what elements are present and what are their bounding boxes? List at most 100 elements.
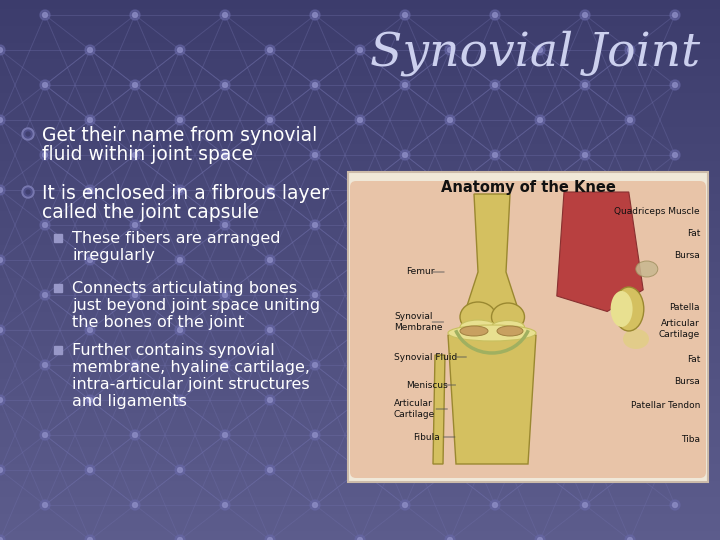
Bar xyxy=(0,22,720,23)
Circle shape xyxy=(132,293,138,298)
Bar xyxy=(0,135,720,136)
Bar xyxy=(0,480,720,481)
Circle shape xyxy=(40,80,50,90)
Bar xyxy=(0,60,720,61)
Bar xyxy=(0,173,720,174)
Bar xyxy=(0,483,720,484)
Bar xyxy=(0,400,720,401)
Circle shape xyxy=(175,115,185,125)
Text: and ligaments: and ligaments xyxy=(72,394,187,409)
Bar xyxy=(0,393,720,394)
Bar xyxy=(0,49,720,50)
Text: membrane, hyaline cartilage,: membrane, hyaline cartilage, xyxy=(72,360,310,375)
Bar xyxy=(0,58,720,59)
Circle shape xyxy=(355,465,365,475)
Bar xyxy=(0,505,720,506)
Bar xyxy=(0,301,720,302)
Bar xyxy=(0,193,720,194)
Bar xyxy=(0,395,720,396)
Circle shape xyxy=(268,187,272,192)
Circle shape xyxy=(130,360,140,370)
Circle shape xyxy=(490,220,500,230)
Circle shape xyxy=(538,327,542,333)
Bar xyxy=(0,186,720,187)
Bar xyxy=(0,502,720,503)
Circle shape xyxy=(175,535,185,540)
Bar xyxy=(0,481,720,482)
Circle shape xyxy=(358,258,362,262)
Bar xyxy=(0,401,720,402)
Bar xyxy=(0,177,720,178)
Circle shape xyxy=(175,185,185,195)
Bar xyxy=(0,386,720,387)
Circle shape xyxy=(402,433,408,437)
Bar xyxy=(0,152,720,153)
Bar xyxy=(0,40,720,41)
Circle shape xyxy=(130,500,140,510)
Circle shape xyxy=(355,395,365,405)
Circle shape xyxy=(402,293,408,298)
Bar xyxy=(0,201,720,202)
Circle shape xyxy=(26,132,30,136)
Circle shape xyxy=(628,397,632,402)
Bar xyxy=(0,493,720,494)
Bar xyxy=(0,287,720,288)
Bar xyxy=(0,174,720,175)
Bar xyxy=(0,417,720,418)
Circle shape xyxy=(220,80,230,90)
Circle shape xyxy=(670,500,680,510)
Ellipse shape xyxy=(492,303,524,331)
Bar xyxy=(0,399,720,400)
Text: Synovial Joint: Synovial Joint xyxy=(370,30,700,76)
Text: Femur: Femur xyxy=(406,267,434,276)
Circle shape xyxy=(355,535,365,540)
Circle shape xyxy=(538,468,542,472)
Bar xyxy=(0,315,720,316)
Bar xyxy=(0,203,720,204)
Bar xyxy=(0,75,720,76)
Bar xyxy=(0,64,720,65)
Bar xyxy=(0,310,720,311)
Circle shape xyxy=(88,468,92,472)
Bar xyxy=(0,503,720,504)
Bar xyxy=(0,11,720,12)
Circle shape xyxy=(538,258,542,262)
Bar xyxy=(0,167,720,168)
Bar xyxy=(0,122,720,123)
Bar xyxy=(0,457,720,458)
Text: Synovial Fluid: Synovial Fluid xyxy=(394,353,457,361)
Circle shape xyxy=(130,150,140,160)
Bar xyxy=(0,50,720,51)
Bar xyxy=(0,418,720,419)
Bar xyxy=(0,115,720,116)
Text: It is enclosed in a fibrous layer: It is enclosed in a fibrous layer xyxy=(42,184,329,203)
Text: irregularly: irregularly xyxy=(72,248,155,263)
Circle shape xyxy=(265,465,275,475)
Bar xyxy=(0,338,720,339)
Bar xyxy=(0,319,720,320)
Bar xyxy=(0,165,720,166)
Circle shape xyxy=(265,45,275,55)
Bar xyxy=(0,219,720,220)
Circle shape xyxy=(670,360,680,370)
Bar xyxy=(0,0,720,1)
Bar xyxy=(0,32,720,33)
Bar xyxy=(0,404,720,405)
Bar xyxy=(0,238,720,239)
Bar xyxy=(0,449,720,450)
Bar xyxy=(0,372,720,373)
Bar xyxy=(0,93,720,94)
Circle shape xyxy=(625,255,635,265)
Bar xyxy=(0,36,720,37)
Circle shape xyxy=(580,150,590,160)
Bar xyxy=(0,59,720,60)
Circle shape xyxy=(268,468,272,472)
Bar xyxy=(0,224,720,225)
Circle shape xyxy=(672,433,678,437)
Bar xyxy=(0,403,720,404)
Bar xyxy=(0,278,720,279)
Bar xyxy=(0,482,720,483)
Bar xyxy=(0,340,720,341)
Bar xyxy=(0,38,720,39)
Bar xyxy=(0,318,720,319)
